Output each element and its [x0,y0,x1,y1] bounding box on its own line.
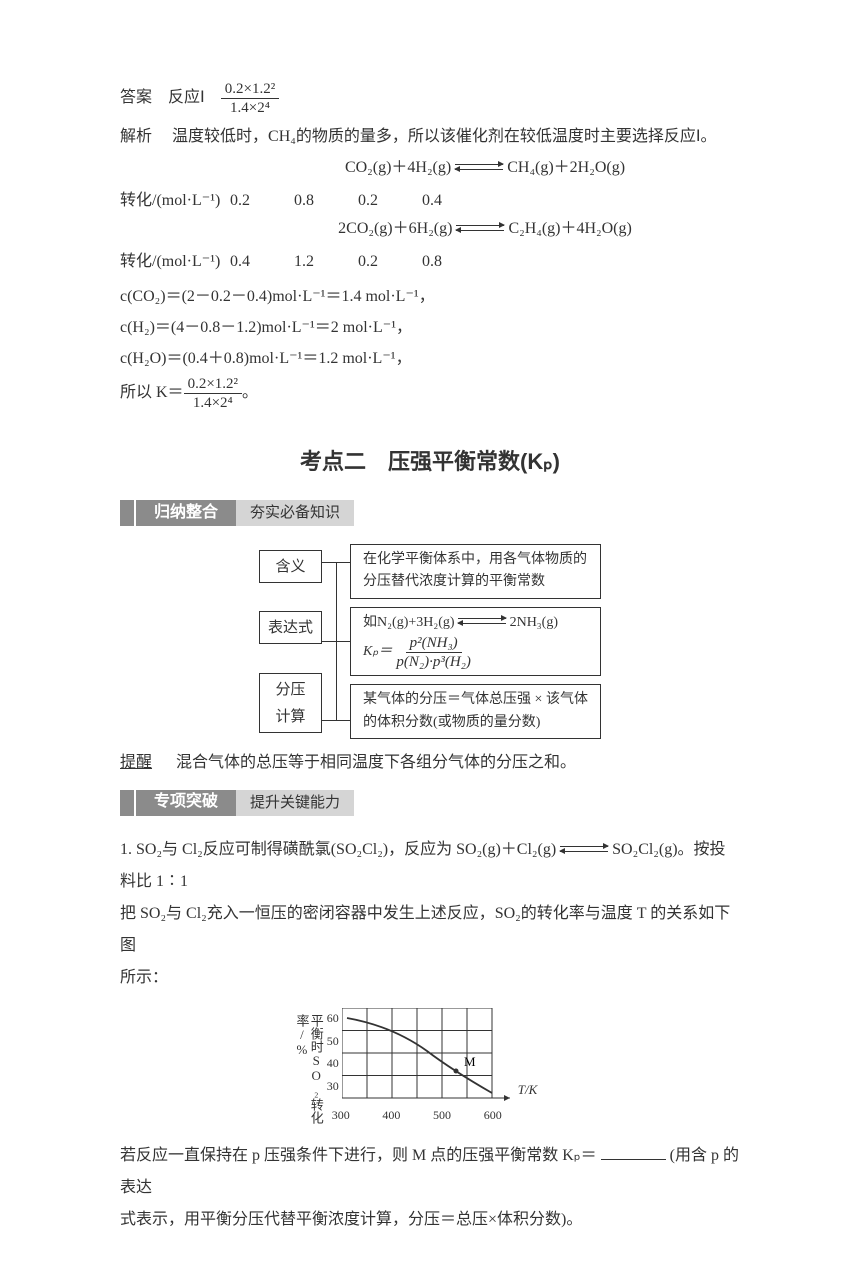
diagram-label-meaning: 含义 [259,550,322,583]
diagram-box-3: 某气体的分压＝气体总压强 × 该气体 的体积分数(或物质的量分数) [350,684,601,739]
question-text-2: 若反应一直保持在 p 压强条件下进行，则 M 点的压强平衡常数 Kₚ＝ (用含 … [120,1140,740,1236]
answer-label: 答案 [120,84,152,113]
chart-xticks: 300 400 500 600 [332,1105,502,1127]
analysis-label: 解析 [120,128,152,145]
conversion-row-1: 转化/(mol·L⁻¹) 0.2 0.8 0.2 0.4 [120,187,740,216]
answer-blank[interactable] [601,1144,666,1160]
chart-xlabel: T/K [518,1008,538,1101]
conversion-row-2: 转化/(mol·L⁻¹) 0.4 1.2 0.2 0.8 [120,248,740,277]
diagram-connector [322,544,350,739]
equilibrium-arrow-icon [455,160,503,174]
concept-diagram: 含义 表达式 分压 计算 在化学平衡体系中，用各气体物质的 分压替代浓度计算的平… [120,544,740,739]
question-text: 1. SO₂与 Cl₂反应可制得磺酰氯(SO₂Cl₂)，反应为 SO₂(g)＋C… [120,834,740,994]
banner-main-2: 专项突破 [136,790,236,816]
note-label: 提醒 [120,754,152,771]
analysis-block: 解析 温度较低时，CH₄的物质的量多，所以该催化剂在较低温度时主要选择反应Ⅰ。 … [120,123,740,412]
banner-guinazhenghe: 归纳整合 夯实必备知识 [120,500,740,526]
kp-fraction: p²(NH₃) p(N₂)·p³(H₂) [392,634,475,671]
equation-1: CO₂(g)＋4H₂(g) CH₄(g)＋2H₂O(g) [230,154,740,183]
banner-square-icon [120,790,134,816]
note-line: 提醒 混合气体的总压等于相同温度下各组分气体的分压之和。 [120,749,740,778]
banner-main-1: 归纳整合 [136,500,236,526]
diagram-box-1: 在化学平衡体系中，用各气体物质的 分压替代浓度计算的平衡常数 [350,544,601,599]
banner-square-icon [120,500,134,526]
k-fraction: 0.2×1.2² 1.4×2⁴ [184,375,242,412]
analysis-intro: 温度较低时，CH₄的物质的量多，所以该催化剂在较低温度时主要选择反应Ⅰ。 [172,128,717,145]
diagram-label-expression: 表达式 [259,611,322,644]
chart-yticks: 60 50 40 30 [327,1008,339,1098]
banner-zhuanxiang: 专项突破 提升关键能力 [120,790,740,816]
chart-ylabel: 平衡时SO₂转化率/% [294,1008,323,1127]
answer-fraction: 0.2×1.2² 1.4×2⁴ [221,80,279,117]
note-text: 混合气体的总压等于相同温度下各组分气体的分压之和。 [176,754,576,771]
chart-svg: M [342,1008,512,1103]
section-title: 考点二 压强平衡常数(Kₚ) [120,442,740,482]
conc-co2: c(CO₂)＝(2－0.2－0.4)mol·L⁻¹＝1.4 mol·L⁻¹， [120,288,435,305]
diagram-box-2: 如N₂(g)+3H₂(g) 2NH₃(g) Kₚ＝ p²(NH₃) p(N₂)·… [350,607,601,676]
equation-2: 2CO₂(g)＋6H₂(g) C₂H₄(g)＋4H₂O(g) [230,215,740,244]
diagram-label-partial: 分压 计算 [259,673,322,733]
equilibrium-arrow-icon [458,614,506,628]
banner-sub-2: 提升关键能力 [236,790,354,816]
conc-h2o: c(H₂O)＝(0.4＋0.8)mol·L⁻¹＝1.2 mol·L⁻¹， [120,350,412,367]
chart-container: 平衡时SO₂转化率/% 60 50 40 30 [120,1008,740,1127]
answer-reaction: 反应Ⅰ [168,84,205,113]
equilibrium-arrow-icon [560,842,608,856]
so-prefix: 所以 K＝ [120,379,184,408]
conc-h2: c(H₂)＝(4－0.8－1.2)mol·L⁻¹＝2 mol·L⁻¹， [120,319,412,336]
chart-plot: M 300 400 500 600 [342,1008,512,1127]
svg-text:M: M [464,1054,476,1069]
equilibrium-arrow-icon [456,221,504,235]
answer-row: 答案 反应Ⅰ 0.2×1.2² 1.4×2⁴ [120,80,740,117]
banner-sub-1: 夯实必备知识 [236,500,354,526]
